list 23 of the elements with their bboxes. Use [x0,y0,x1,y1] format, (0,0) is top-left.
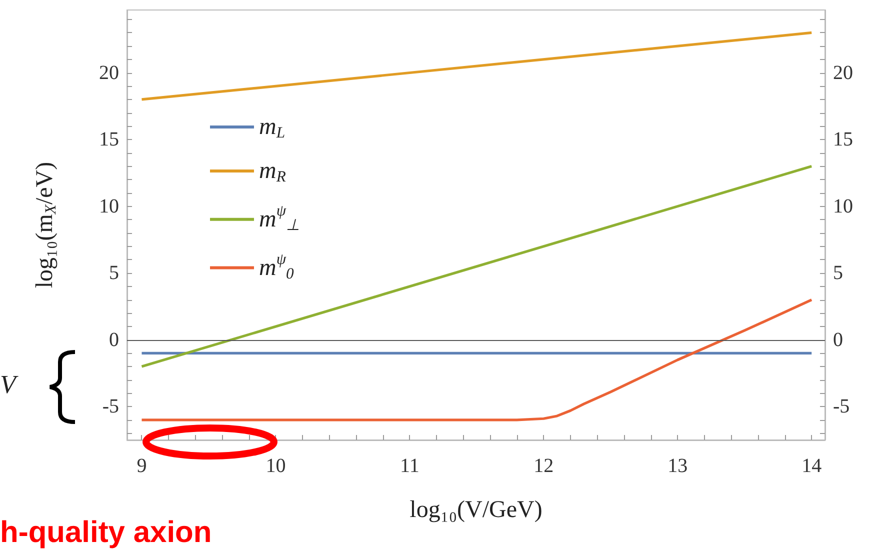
x-tick-label: 12 [534,455,554,477]
y-tick-label: 0 [109,328,119,351]
y2-tick-label: 10 [833,195,853,218]
x-tick-label: 14 [802,455,822,477]
x-axis-title: log₁₀(V/GeV) [410,497,542,523]
text: V [0,370,16,400]
y2-tick-label: 0 [833,328,843,351]
y2-tick-label: -5 [833,396,850,418]
y2-tick-label: 20 [833,62,853,84]
y2-tick-label: 15 [833,128,853,151]
x-tick-label: 9 [136,455,147,477]
y-tick-label: 5 [109,262,119,284]
x-tick-label: 13 [668,455,688,477]
y2-tick-label: 5 [833,262,843,284]
y-tick-label: 15 [99,128,119,151]
y-tick-label: -5 [102,396,119,418]
text: h-quality axion [0,516,212,550]
x-tick-label: 10 [266,455,286,477]
x-tick-label: 11 [400,455,420,477]
y-tick-label: 10 [99,195,119,218]
line-series [140,298,813,422]
y-axis-title: log₁₀(mX/eV) [32,162,60,288]
y-tick-label: 20 [99,62,119,84]
